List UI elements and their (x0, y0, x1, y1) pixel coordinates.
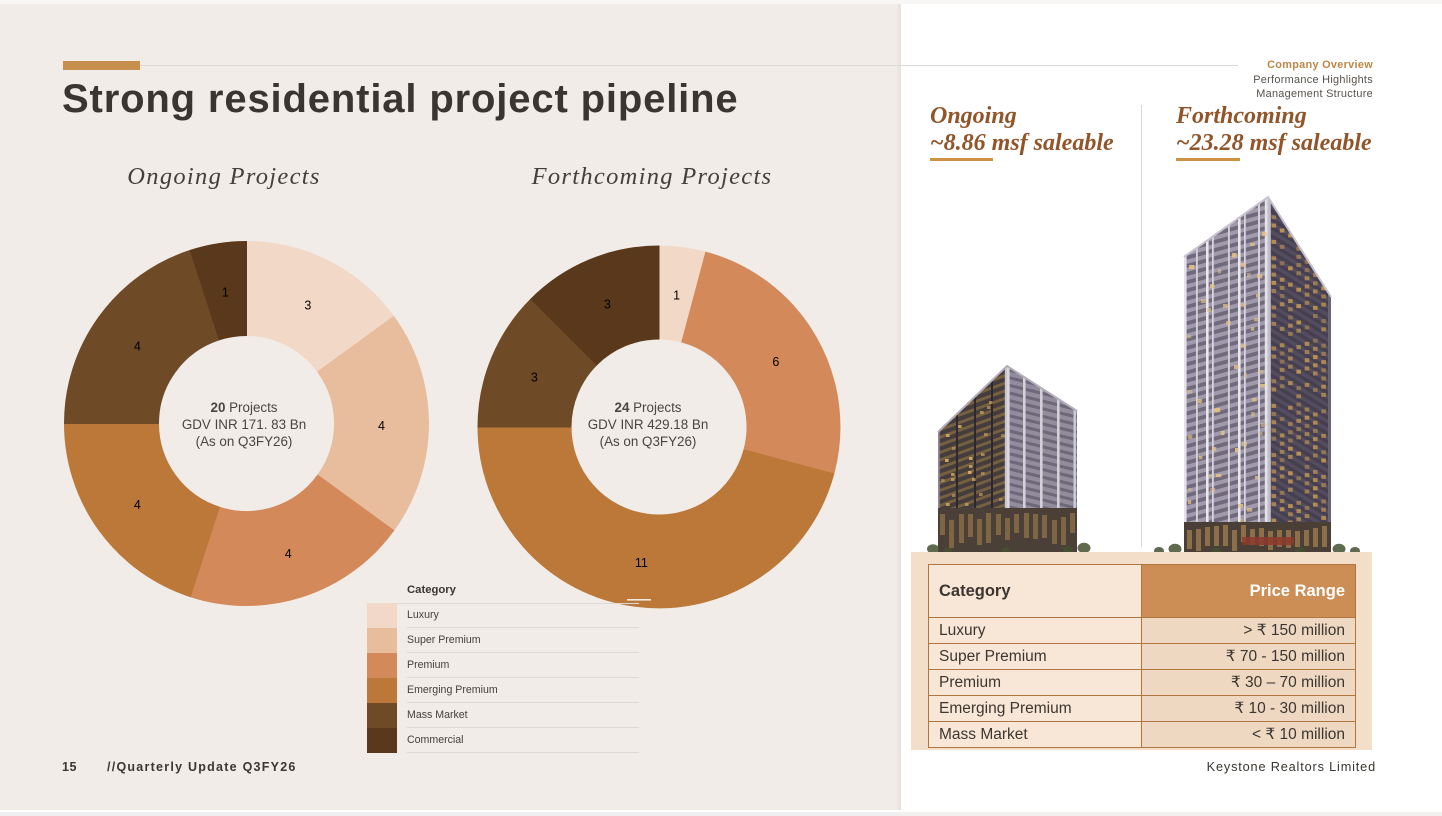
svg-text:1: 1 (222, 286, 229, 300)
svg-text:3: 3 (604, 298, 611, 312)
svg-text:4: 4 (378, 419, 385, 433)
svg-text:3: 3 (304, 299, 311, 313)
svg-text:11: 11 (635, 556, 648, 570)
svg-text:6: 6 (772, 355, 779, 369)
svg-text:4: 4 (134, 498, 141, 512)
svg-text:1: 1 (673, 289, 680, 303)
svg-text:4: 4 (134, 339, 141, 353)
svg-text:4: 4 (285, 547, 292, 561)
svg-text:3: 3 (531, 371, 538, 385)
